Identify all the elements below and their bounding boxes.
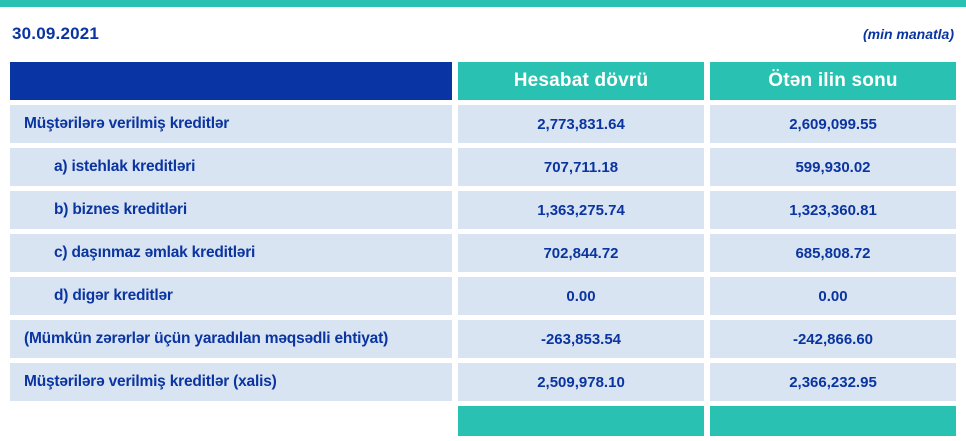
top-accent-bar [0,0,966,7]
row-label: (Mümkün zərərlər üçün yaradılan məqsədli… [10,320,452,358]
table-row: Müştərilərə verilmiş kreditlər 2,773,831… [10,105,956,143]
value-previous: 0.00 [710,277,956,315]
unit-note: (min manatla) [862,26,954,42]
row-label: d) digər kreditlər [10,277,452,315]
table-row: d) digər kreditlər 0.00 0.00 [10,277,956,315]
header-current-period: Hesabat dövrü [458,62,704,100]
row-label: c) daşınmaz əmlak kreditləri [10,234,452,272]
row-label: a) istehlak kreditləri [10,148,452,186]
value-previous: 685,808.72 [710,234,956,272]
value-current: 707,711.18 [458,148,704,186]
table-row: c) daşınmaz əmlak kreditləri 702,844.72 … [10,234,956,272]
table-header-row: Hesabat dövrü Ötən ilin sonu [10,62,956,100]
value-previous: -242,866.60 [710,320,956,358]
table-row: (Mümkün zərərlər üçün yaradılan məqsədli… [10,320,956,358]
value-previous: 1,323,360.81 [710,191,956,229]
credits-table: Hesabat dövrü Ötən ilin sonu Müştərilərə… [10,62,956,441]
row-label: Müştərilərə verilmiş kreditlər [10,105,452,143]
report-date: 30.09.2021 [12,24,100,43]
table-row: Müştərilərə verilmiş kreditlər (xalis) 2… [10,363,956,401]
value-current: 1,363,275.74 [458,191,704,229]
value-previous: 599,930.02 [710,148,956,186]
partial-current-cell [458,406,704,436]
value-previous: 2,609,099.55 [710,105,956,143]
value-previous: 2,366,232.95 [710,363,956,401]
value-current: 702,844.72 [458,234,704,272]
row-label: b) biznes kreditləri [10,191,452,229]
header-spacer-cell [10,62,452,100]
partial-label-cell [10,406,452,436]
value-current: -263,853.54 [458,320,704,358]
value-current: 2,509,978.10 [458,363,704,401]
report-meta: 30.09.2021 (min manatla) [12,24,954,44]
row-label: Müştərilərə verilmiş kreditlər (xalis) [10,363,452,401]
value-current: 0.00 [458,277,704,315]
header-previous-period: Ötən ilin sonu [710,62,956,100]
value-current: 2,773,831.64 [458,105,704,143]
partial-previous-cell [710,406,956,436]
table-row: b) biznes kreditləri 1,363,275.74 1,323,… [10,191,956,229]
partial-next-row [10,406,956,436]
table-row: a) istehlak kreditləri 707,711.18 599,93… [10,148,956,186]
